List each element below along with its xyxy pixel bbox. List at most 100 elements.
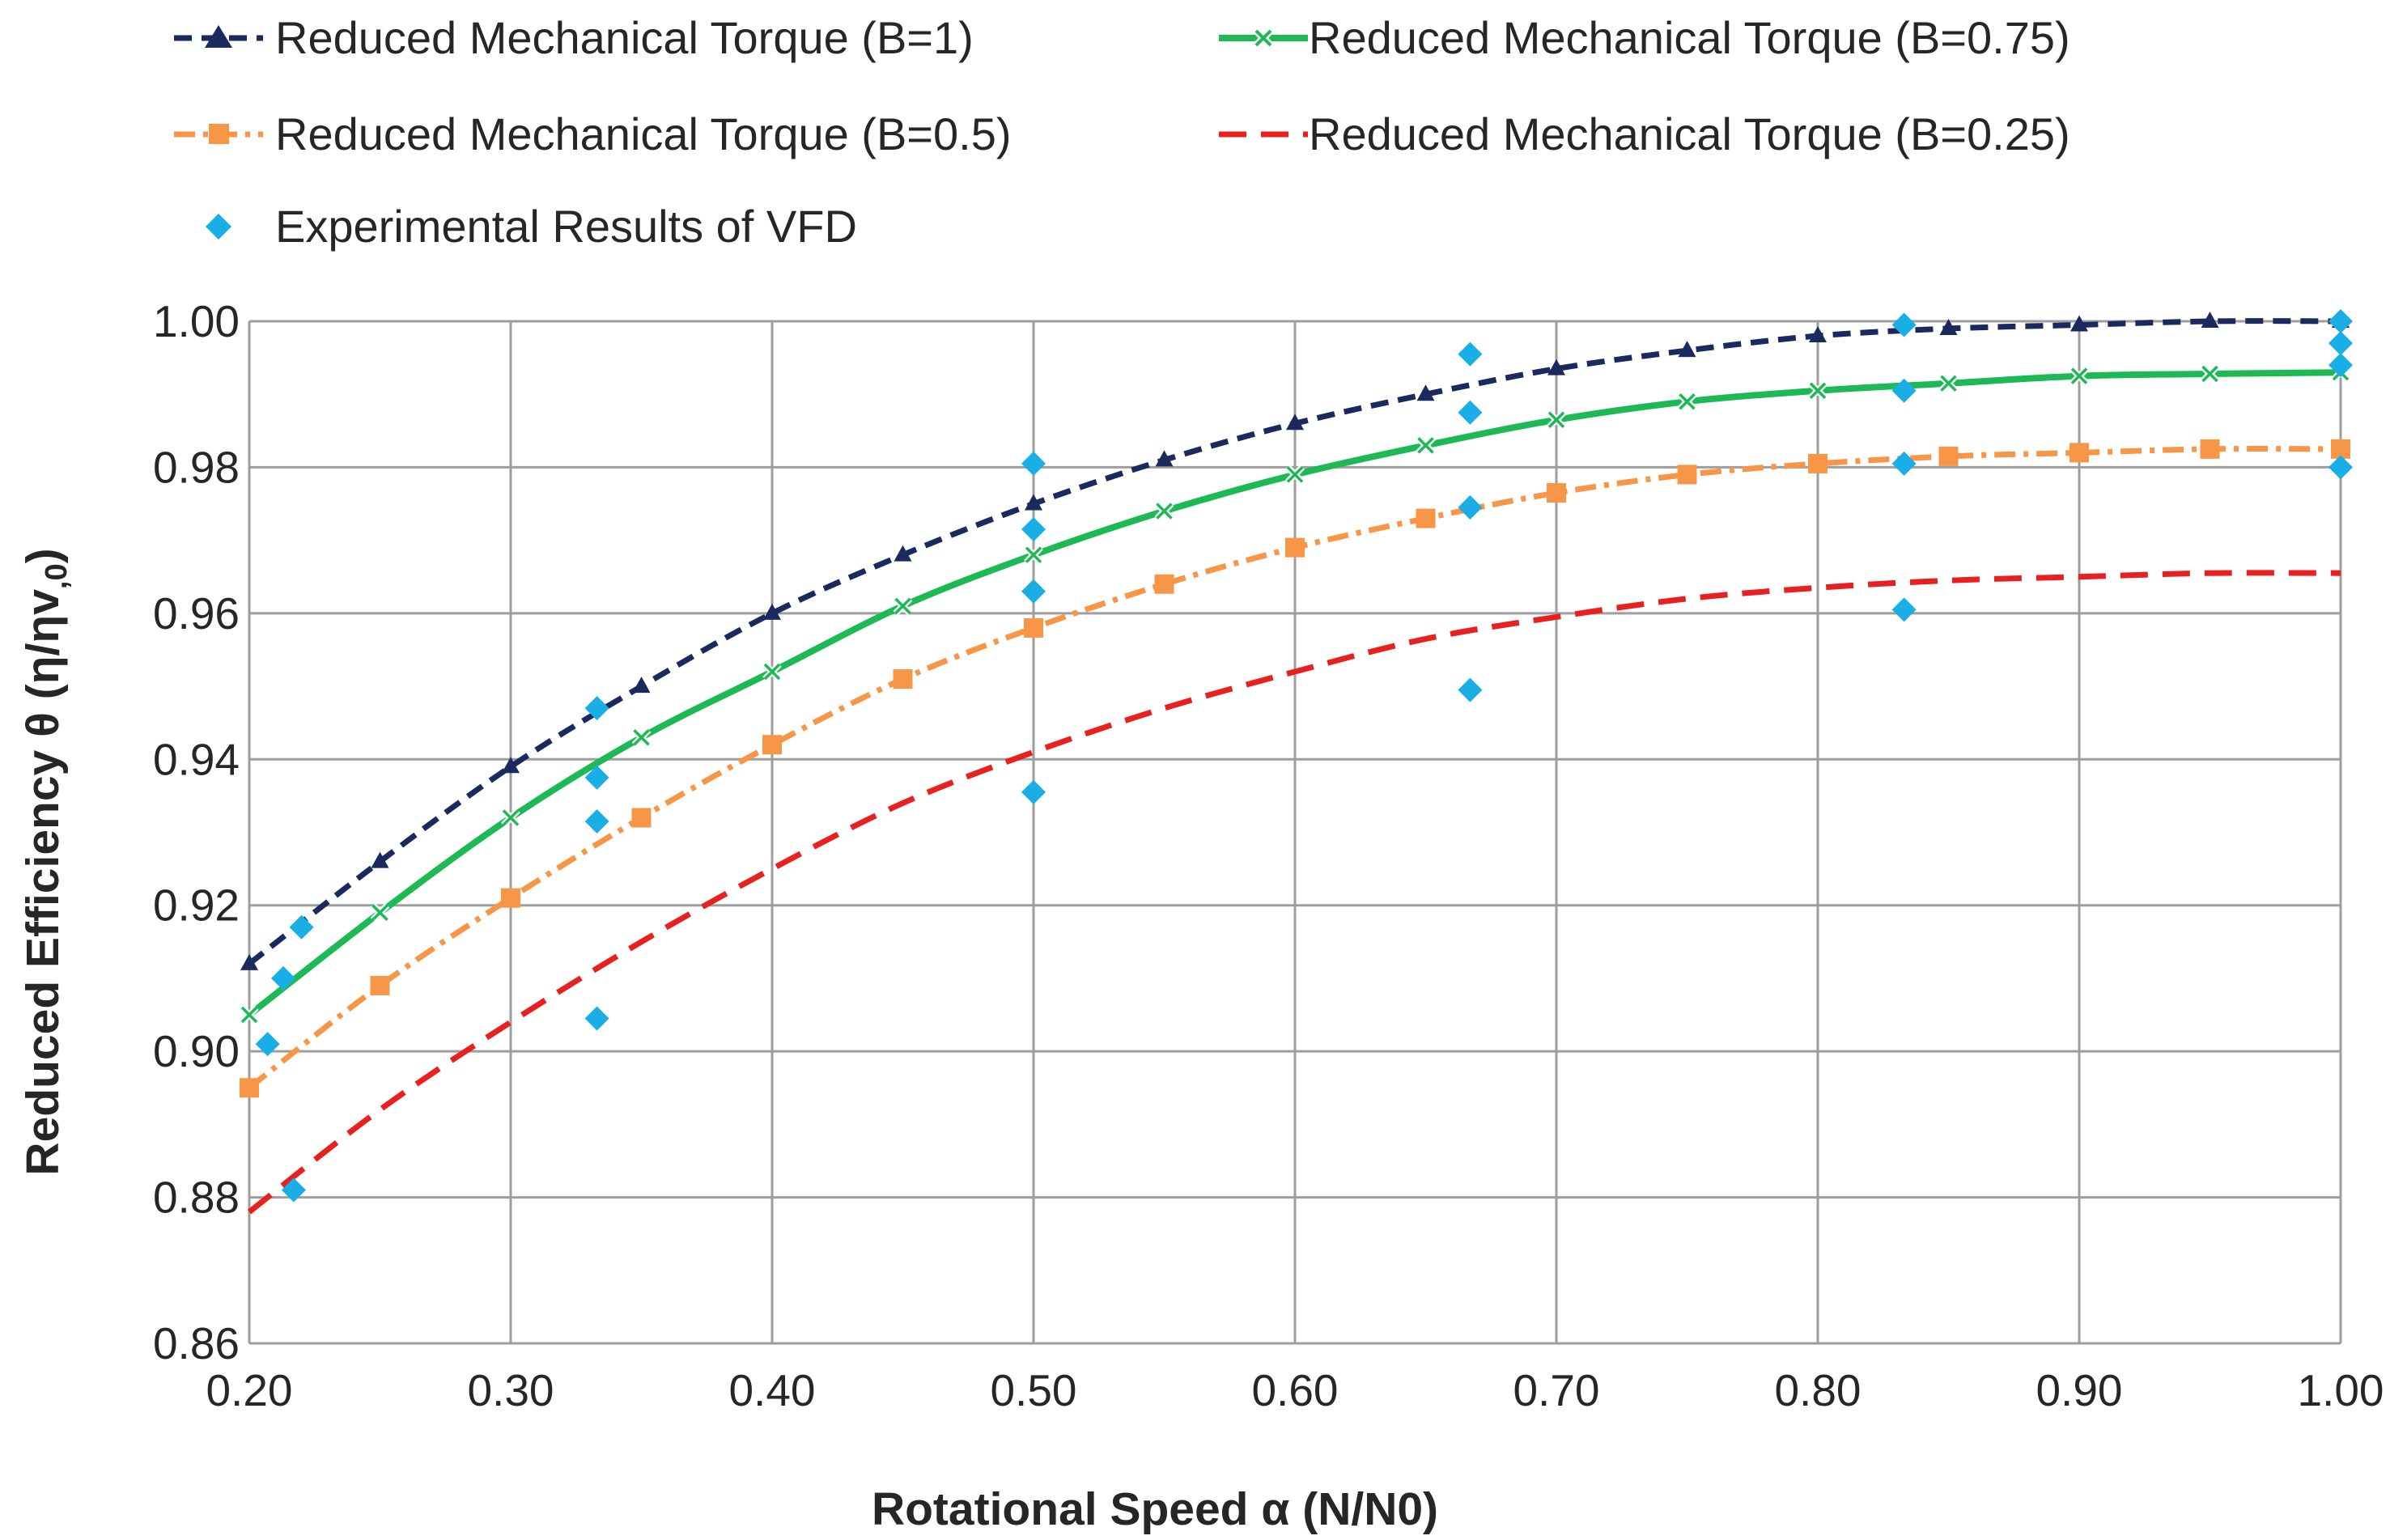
series-0-point <box>371 851 389 868</box>
series-line-3 <box>247 570 2341 1215</box>
series-4-point <box>1891 597 1917 622</box>
series-0-point <box>1025 494 1042 511</box>
series-4-point <box>2328 309 2353 333</box>
series-0-point <box>1939 319 1958 336</box>
legend-item-b1: Reduced Mechanical Torque (B=1) <box>174 12 974 63</box>
series-4-point <box>1021 579 1046 604</box>
series-0-point <box>632 677 651 694</box>
series-4-point <box>270 965 295 991</box>
series-4-point <box>1458 400 1483 425</box>
series-1-point <box>762 662 782 681</box>
series-2-point <box>1154 574 1174 594</box>
series-2-point <box>1808 453 1828 473</box>
series-4-point <box>584 1006 609 1031</box>
series-line-1 <box>247 369 2341 1018</box>
series-2-point <box>1677 465 1697 485</box>
series-4-point <box>1021 451 1046 476</box>
series-4-point <box>1021 517 1046 542</box>
legend-label-b1: Reduced Mechanical Torque (B=1) <box>275 12 974 63</box>
series-1-point <box>1154 501 1174 521</box>
series-0-point <box>1155 450 1174 467</box>
x-tick-label: 0.80 <box>1774 1365 1861 1415</box>
series-0-point <box>1809 326 1827 343</box>
series-2 <box>240 439 2350 1098</box>
series-1-point <box>2200 364 2220 384</box>
series-4 <box>255 309 2353 1203</box>
y-tick-label: 0.94 <box>153 734 240 784</box>
y-tick-label: 1.00 <box>153 296 240 346</box>
series-2-point <box>240 1078 259 1098</box>
x-axis-title: Rotational Speed α (N/N0) <box>872 1483 1438 1535</box>
series-4-point <box>2328 353 2353 378</box>
legend-marker-b075 <box>1254 29 1272 47</box>
legend-item-b05: Reduced Mechanical Torque (B=0.5) <box>174 108 1012 159</box>
series-4-point <box>584 696 609 721</box>
series-0-point <box>2201 312 2219 328</box>
x-tick-label: 0.70 <box>1513 1365 1599 1415</box>
series-1-point <box>1285 465 1305 485</box>
y-axis-title-close: ) <box>17 548 69 563</box>
series-2-point <box>762 735 782 755</box>
series-2-point <box>1938 446 1959 466</box>
series-4-point <box>1458 677 1483 702</box>
series-0-point <box>502 757 520 774</box>
series-0-point <box>894 545 912 562</box>
x-tick-label: 0.40 <box>728 1365 815 1415</box>
series-0-point <box>1678 341 1696 358</box>
series-2-point <box>893 669 913 689</box>
series-line-0 <box>247 318 2341 966</box>
series-0-point <box>763 603 781 620</box>
y-tick-label: 0.90 <box>153 1026 240 1076</box>
series-4-point <box>255 1032 280 1057</box>
series-2-point <box>1416 508 1436 528</box>
series-1-point <box>1547 409 1566 430</box>
series-4-point <box>2328 331 2353 356</box>
x-tick-label: 0.60 <box>1251 1365 1338 1415</box>
legend-item-experimental: Experimental Results of VFD <box>206 201 857 252</box>
series-1-point <box>2070 366 2089 386</box>
series-1-point <box>370 902 390 923</box>
y-tick-label: 0.92 <box>153 880 240 931</box>
series-4-point <box>1021 779 1046 804</box>
series-0-point <box>1286 414 1304 431</box>
svg-text:Reduced Efficiency θ (η/ηv,0): Reduced Efficiency θ (η/ηv,0) <box>17 548 74 1175</box>
series-line-2 <box>247 446 2341 1090</box>
series-2-point <box>370 975 390 995</box>
y-tick-label: 0.98 <box>153 442 240 492</box>
x-tick-label: 0.20 <box>206 1365 292 1415</box>
y-tick-label: 0.96 <box>153 588 240 638</box>
y-axis-title-subscript: ,0 <box>40 563 74 589</box>
series-0-point <box>1416 384 1435 401</box>
legend-label-b075: Reduced Mechanical Torque (B=0.75) <box>1309 12 2070 63</box>
series-4-point <box>2328 455 2353 480</box>
series-1-point <box>1677 392 1697 412</box>
legend-label-b025: Reduced Mechanical Torque (B=0.25) <box>1309 108 2070 159</box>
x-tick-label: 0.90 <box>2036 1365 2122 1415</box>
series-1 <box>240 363 2350 1025</box>
series-2-point <box>1285 537 1305 558</box>
series-layer <box>240 309 2353 1215</box>
series-4-point <box>1891 312 1917 337</box>
series-1-point <box>1024 545 1043 565</box>
series-4-point <box>1458 495 1483 520</box>
series-1-point <box>1808 380 1828 401</box>
y-axis-title: Reduced Efficiency θ (η/ηv,0) <box>17 548 74 1175</box>
series-1-point <box>1416 435 1436 456</box>
series-0-point <box>1547 358 1565 375</box>
legend-item-b075: Reduced Mechanical Torque (B=0.75) <box>1219 12 2070 63</box>
series-1-point <box>501 808 520 828</box>
series-4-point <box>281 1177 306 1203</box>
series-4-point <box>584 765 609 790</box>
x-tick-label: 0.50 <box>990 1365 1076 1415</box>
series-0-point <box>2070 315 2088 332</box>
y-tick-label: 0.88 <box>153 1173 240 1223</box>
series-4-point <box>289 914 314 940</box>
series-4-point <box>1458 342 1483 367</box>
series-4-point <box>584 808 609 834</box>
series-4-point <box>1891 378 1917 403</box>
legend-label-b05: Reduced Mechanical Torque (B=0.5) <box>275 108 1012 159</box>
series-2-point <box>501 888 520 908</box>
x-tick-label: 1.00 <box>2297 1365 2384 1415</box>
